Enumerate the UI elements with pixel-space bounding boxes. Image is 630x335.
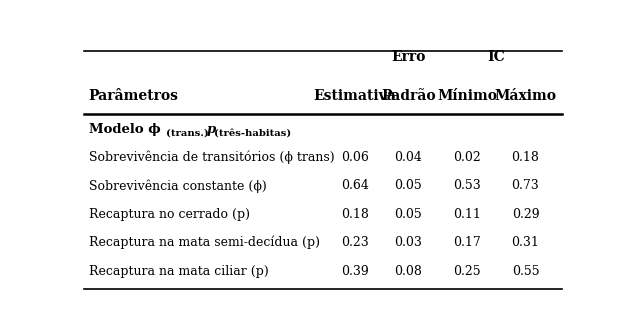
Text: 0.03: 0.03 bbox=[394, 236, 422, 249]
Text: 0.05: 0.05 bbox=[394, 180, 422, 192]
Text: Erro: Erro bbox=[391, 50, 425, 64]
Text: IC: IC bbox=[488, 50, 505, 64]
Text: Modelo ϕ: Modelo ϕ bbox=[88, 123, 160, 136]
Text: 0.73: 0.73 bbox=[512, 180, 539, 192]
Text: Parâmetros: Parâmetros bbox=[88, 89, 178, 103]
Text: 0.11: 0.11 bbox=[453, 208, 481, 221]
Text: 0.04: 0.04 bbox=[394, 151, 422, 164]
Text: Recaptura no cerrado (p): Recaptura no cerrado (p) bbox=[88, 208, 249, 221]
Text: 0.18: 0.18 bbox=[341, 208, 369, 221]
Text: 0.25: 0.25 bbox=[453, 265, 481, 278]
Text: Estimativa: Estimativa bbox=[313, 89, 396, 103]
Text: 0.18: 0.18 bbox=[512, 151, 539, 164]
Text: p: p bbox=[207, 123, 217, 136]
Text: Mínimo: Mínimo bbox=[437, 89, 497, 103]
Text: Recaptura na mata ciliar (p): Recaptura na mata ciliar (p) bbox=[88, 265, 268, 278]
Text: (três-habitas): (três-habitas) bbox=[214, 128, 292, 137]
Text: 0.05: 0.05 bbox=[394, 208, 422, 221]
Text: 0.31: 0.31 bbox=[512, 236, 539, 249]
Text: 0.55: 0.55 bbox=[512, 265, 539, 278]
Text: 0.23: 0.23 bbox=[341, 236, 369, 249]
Text: Sobrevivência de transitórios (ϕ trans): Sobrevivência de transitórios (ϕ trans) bbox=[88, 151, 334, 164]
Text: 0.17: 0.17 bbox=[453, 236, 481, 249]
Text: 0.64: 0.64 bbox=[341, 180, 369, 192]
Text: Sobrevivência constante (ϕ): Sobrevivência constante (ϕ) bbox=[88, 179, 266, 193]
Text: Padrão: Padrão bbox=[381, 89, 435, 103]
Text: 0.06: 0.06 bbox=[341, 151, 369, 164]
Text: Máximo: Máximo bbox=[495, 89, 556, 103]
Text: 0.02: 0.02 bbox=[453, 151, 481, 164]
Text: 0.39: 0.39 bbox=[341, 265, 369, 278]
Text: Recaptura na mata semi-decídua (p): Recaptura na mata semi-decídua (p) bbox=[88, 236, 319, 250]
Text: 0.08: 0.08 bbox=[394, 265, 422, 278]
Text: 0.29: 0.29 bbox=[512, 208, 539, 221]
Text: (trans.): (trans.) bbox=[166, 128, 209, 137]
Text: 0.53: 0.53 bbox=[453, 180, 481, 192]
